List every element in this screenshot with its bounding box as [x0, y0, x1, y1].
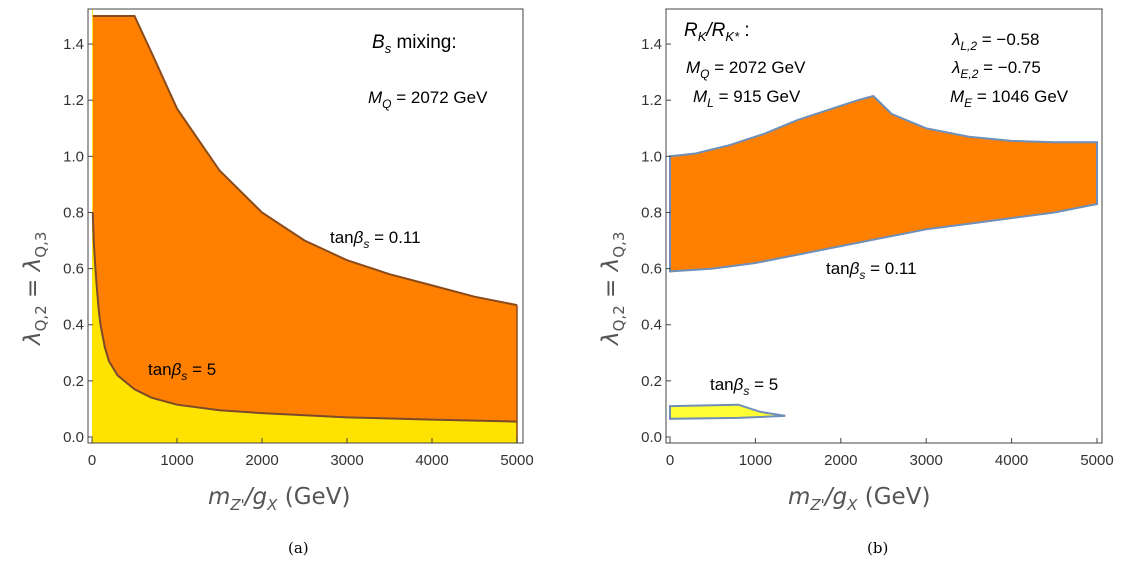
x-tick-label: 2000	[824, 452, 857, 469]
frame-b	[665, 8, 1103, 444]
x-tick-label: 1000	[739, 452, 772, 469]
x-ticks-a: 0 1000 2000 3000 4000 5000	[88, 438, 534, 469]
mass-q-b: MQ = 2072 GeV	[686, 58, 806, 81]
region-tanbeta-0.11-a	[92, 16, 517, 443]
x-tick-label: 5000	[500, 452, 533, 469]
x-tick-label: 0	[88, 452, 96, 469]
lambda-e-b: λE,2 = −0.75	[951, 58, 1041, 81]
region-tanbeta-5-a	[92, 9, 517, 443]
x-ticks-b: 0 1000 2000 3000 4000 5000	[666, 438, 1114, 469]
x-tick-label: 3000	[330, 452, 363, 469]
x-axis-label-a: mZ'/gX (GeV)	[208, 484, 350, 514]
boundary-tanbeta-5-a	[91, 212, 518, 423]
y-tick-label: 0.2	[63, 373, 84, 390]
frame-a	[87, 8, 524, 444]
y-tick-label: 1.4	[63, 36, 84, 53]
x-tick-label: 0	[666, 452, 674, 469]
x-tick-label: 3000	[910, 452, 943, 469]
caption-b: (b)	[867, 539, 888, 557]
x-tick-label: 4000	[995, 452, 1028, 469]
y-tick-label: 0.6	[63, 261, 84, 278]
y-tick-label: 0.0	[63, 429, 84, 446]
y-tick-label: 0.8	[641, 204, 662, 221]
x-tick-label: 4000	[415, 452, 448, 469]
x-axis-label-b: mZ'/gX (GeV)	[788, 484, 930, 514]
x-tick-label: 1000	[160, 452, 193, 469]
title-b: RK/RK* :	[684, 20, 750, 44]
label-tanbeta-0.11-a: tanβs = 0.11	[330, 228, 421, 251]
y-ticks-b: 0.0 0.2 0.4 0.6 0.8 1.0 1.2 1.4	[641, 36, 671, 446]
label-tanbeta-5-a: tanβs = 5	[148, 360, 216, 383]
y-tick-label: 0.2	[641, 373, 662, 390]
y-tick-label: 0.8	[63, 204, 84, 221]
panel-a: 0 1000 2000 3000 4000 5000 0.0 0.2 0.4 0.6 0.8 1.0…	[20, 8, 534, 557]
y-axis-label-b: λQ,2 = λQ,3	[598, 232, 628, 347]
region-tanbeta-0.11-b	[669, 94, 1098, 273]
label-tanbeta-5-b: tanβs = 5	[710, 375, 778, 398]
y-tick-label: 1.0	[63, 148, 84, 165]
y-tick-label: 0.4	[641, 317, 662, 334]
region-tanbeta-5-b	[669, 403, 786, 420]
y-tick-label: 1.2	[63, 92, 84, 109]
plot-area-a	[91, 9, 518, 443]
y-tick-label: 1.2	[641, 92, 662, 109]
panel-b: 0 1000 2000 3000 4000 5000 0.0 0.2 0.4 0.6 0.8 1.0…	[598, 8, 1114, 557]
y-ticks-a: 0.0 0.2 0.4 0.6 0.8 1.0 1.2 1.4	[63, 36, 93, 446]
plot-area-b	[669, 94, 1098, 420]
mass-e-b: ME = 1046 GeV	[950, 87, 1069, 110]
x-tick-label: 2000	[245, 452, 278, 469]
mass-l-b: ML = 915 GeV	[693, 87, 801, 110]
y-tick-label: 0.0	[641, 429, 662, 446]
y-tick-label: 1.4	[641, 36, 662, 53]
y-axis-label-a: λQ,2 = λQ,3	[20, 232, 50, 347]
boundary-tanbeta-0.11-a	[92, 15, 518, 307]
label-tanbeta-0.11-b: tanβs = 0.11	[826, 259, 917, 282]
y-tick-label: 1.0	[641, 148, 662, 165]
title-a: Bs mixing:	[372, 32, 457, 56]
caption-a: (a)	[288, 539, 309, 557]
mass-q-a: MQ = 2072 GeV	[368, 88, 488, 111]
lambda-l-b: λL,2 = −0.58	[951, 30, 1039, 53]
y-tick-label: 0.6	[641, 261, 662, 278]
x-tick-label: 5000	[1080, 452, 1113, 469]
y-tick-label: 0.4	[63, 317, 84, 334]
